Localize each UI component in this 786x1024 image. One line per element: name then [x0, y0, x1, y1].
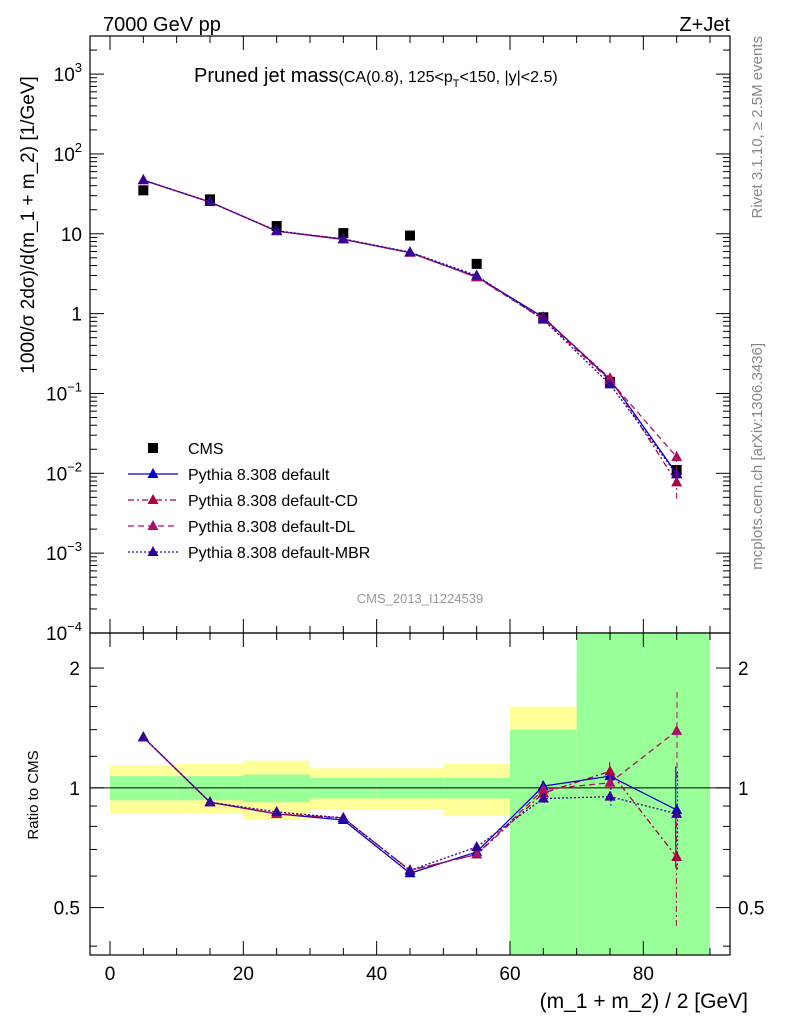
- ratio-point-dl: [537, 783, 549, 794]
- x-tick-label: 60: [499, 964, 520, 985]
- main-y-tick-label: 10−3: [46, 539, 82, 565]
- main-point-mbr: [537, 313, 549, 324]
- ratio-point-mbr: [471, 840, 483, 851]
- ratio-y-tick-label: 2: [69, 659, 80, 680]
- main-point-mbr: [337, 233, 349, 244]
- ratio-point-mbr: [671, 807, 683, 818]
- ratio-point-mbr: [137, 731, 149, 742]
- legend-label-default: Pythia 8.308 default: [188, 467, 330, 484]
- ratio-point-dl: [471, 848, 483, 859]
- ratio-y-tick-label: 1: [69, 779, 80, 800]
- legend-marker-dl: [147, 520, 159, 530]
- x-tick-label: 40: [366, 964, 387, 985]
- chart-title-cuts-sub: T: [453, 78, 460, 90]
- main-line-dl: [143, 179, 678, 458]
- ratio-point-cd: [604, 765, 616, 776]
- main-y-tick-label: 10−2: [46, 459, 82, 485]
- ratio-point-mbr: [537, 792, 549, 803]
- chart-title-cuts-suffix: <150, |y|<2.5): [460, 69, 558, 86]
- cms-data-point: [138, 185, 149, 196]
- main-y-tick-base: 10: [46, 624, 67, 645]
- main-y-tick-label: 1: [71, 305, 82, 326]
- legend-marker-cd: [147, 494, 159, 504]
- x-tick-label: 20: [233, 964, 254, 985]
- main-point-mbr: [404, 246, 416, 257]
- main-y-tick-label: 10−4: [46, 619, 82, 645]
- legend-label-dl: Pythia 8.308 default-DL: [188, 519, 355, 536]
- main-y-tick-label: 103: [54, 60, 82, 86]
- main-y-axis-label: 1000/σ 2dσ)/d(m_1 + m_2) [1/GeV]: [18, 76, 39, 374]
- legend: CMS Pythia 8.308 default Pythia 8.308 defa…: [128, 441, 370, 562]
- ratio-point-mbr: [271, 805, 283, 816]
- main-y-tick-exponent: −2: [67, 459, 82, 474]
- legend-label-cd: Pythia 8.308 default-CD: [188, 493, 358, 510]
- legend-label-data: CMS: [188, 441, 224, 458]
- main-y-tick-exponent: −4: [67, 619, 82, 634]
- main-y-tick-exponent: −3: [67, 539, 82, 554]
- main-line-default: [143, 179, 678, 475]
- uncertainty-band-inner: [510, 729, 577, 955]
- ratio-y-tick-label-right: 1: [738, 779, 749, 800]
- main-point-mbr: [204, 196, 216, 207]
- main-y-tick-base: 10: [54, 65, 75, 86]
- legend-marker-mbr: [147, 546, 159, 556]
- ratio-point-mbr: [337, 811, 349, 822]
- ratio-point-mbr: [404, 864, 416, 875]
- cms-data-point: [405, 230, 415, 241]
- legend-label-mbr: Pythia 8.308 default-MBR: [188, 545, 370, 562]
- main-frame: [89, 35, 731, 634]
- header-right: Z+Jet: [679, 14, 730, 36]
- mcplots-label: mcplots.cern.ch [arXiv:1306.3436]: [749, 343, 766, 570]
- header-left: 7000 GeV pp: [103, 14, 221, 36]
- legend-marker-cms: [148, 443, 158, 453]
- chart-title-cuts-prefix: (CA(0.8), 125<p: [339, 69, 453, 86]
- ratio-point-cd: [671, 851, 683, 862]
- ratio-y-axis-label: Ratio to CMS: [25, 750, 42, 839]
- main-y-tick-base: 10: [46, 464, 67, 485]
- ratio-point-dl: [671, 724, 683, 735]
- x-axis-label: (m_1 + m_2) / 2 [GeV]: [540, 990, 748, 1013]
- cms-data-point: [471, 258, 482, 269]
- x-tick-label: 80: [633, 964, 654, 985]
- main-point-mbr: [471, 269, 483, 280]
- ratio-y-tick-label-right: 2: [738, 659, 749, 680]
- uncertainty-band-inner: [243, 774, 310, 803]
- ratio-panel: 0.5 0.51 12 20 20 40 60 80: [54, 632, 764, 985]
- ratio-point-mbr: [204, 796, 216, 807]
- main-line-mbr: [143, 179, 678, 475]
- main-y-tick-label: 10: [61, 225, 82, 246]
- main-point-mbr: [271, 224, 283, 235]
- main-line-cd: [143, 179, 678, 483]
- main-y-tick-exponent: 2: [75, 140, 82, 155]
- main-y-tick-label: 102: [54, 140, 82, 166]
- main-point-mbr: [671, 468, 683, 479]
- x-tick-label: 0: [105, 964, 116, 985]
- ratio-point-mbr: [604, 790, 616, 801]
- main-y-tick-exponent: 3: [75, 60, 82, 75]
- ratio-point-dl: [604, 776, 616, 787]
- main-y-tick-base: 10: [54, 145, 75, 166]
- main-y-tick-base: 10: [46, 384, 67, 405]
- main-y-tick-base: 10: [46, 544, 67, 565]
- main-point-mbr: [137, 174, 149, 185]
- rivet-label: Rivet 3.1.10, ≥ 2.5M events: [749, 36, 766, 219]
- analysis-watermark: CMS_2013_I1224539: [357, 591, 484, 606]
- legend-marker-default: [147, 468, 159, 478]
- ratio-y-tick-label: 0.5: [54, 899, 80, 920]
- main-y-tick-exponent: −1: [67, 379, 82, 394]
- main-y-tick-label: 10−1: [46, 379, 82, 405]
- ratio-y-tick-label-right: 0.5: [738, 899, 764, 920]
- chart-title-main: Pruned jet mass: [194, 65, 339, 87]
- main-point-mbr: [604, 378, 616, 389]
- chart-title: Pruned jet mass(CA(0.8), 125<pT<150, |y|…: [194, 65, 558, 90]
